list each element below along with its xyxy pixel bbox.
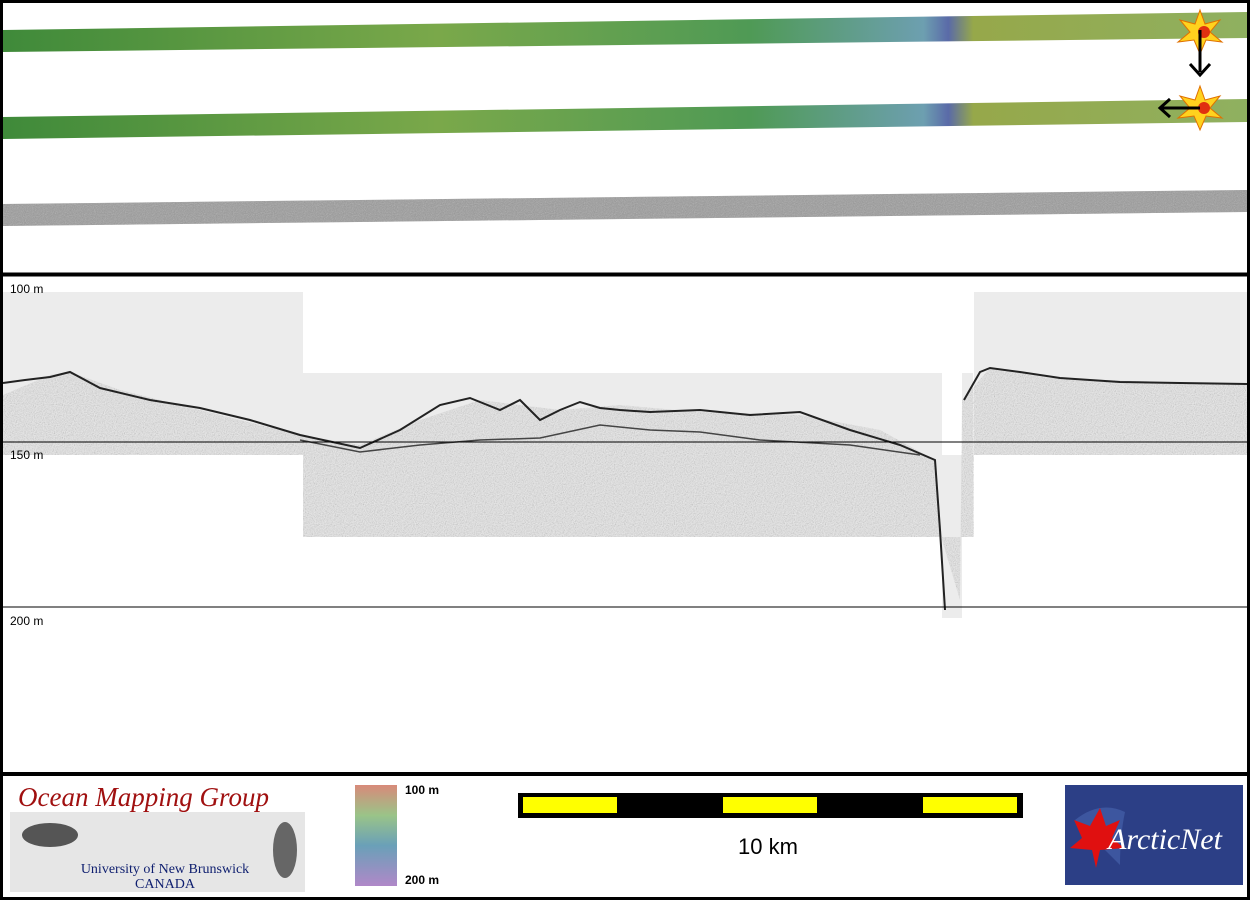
seafloor-trace [2,370,946,611]
backscatter-texture [3,190,1247,226]
event-marker [1157,84,1224,132]
scale-label: 10 km [738,834,798,859]
logo-title: Ocean Mapping Group [18,782,269,812]
depth-label: 200 m [10,614,43,628]
arcticnet-logo: ArcticNet [1065,785,1243,885]
seafloor-trace [963,366,1248,401]
colorbar-label: 200 m [405,873,439,887]
bathymetry-swath [3,12,1247,52]
logo-text: University of New Brunswick [81,862,249,877]
logo-text: CANADA [135,877,196,892]
sub-bottom-echo [3,368,1247,600]
event-marker [1176,8,1224,78]
bathymetry-swath [3,99,1247,139]
depth-label: 150 m [10,448,43,462]
colorbar-label: 100 m [405,783,439,797]
colorbar [355,785,397,886]
partner-name: ArcticNet [1106,823,1223,856]
scale-bar [518,793,1023,818]
depth-label: 100 m [10,282,43,296]
omg-logo: Ocean Mapping Group University of New Br… [10,782,305,892]
